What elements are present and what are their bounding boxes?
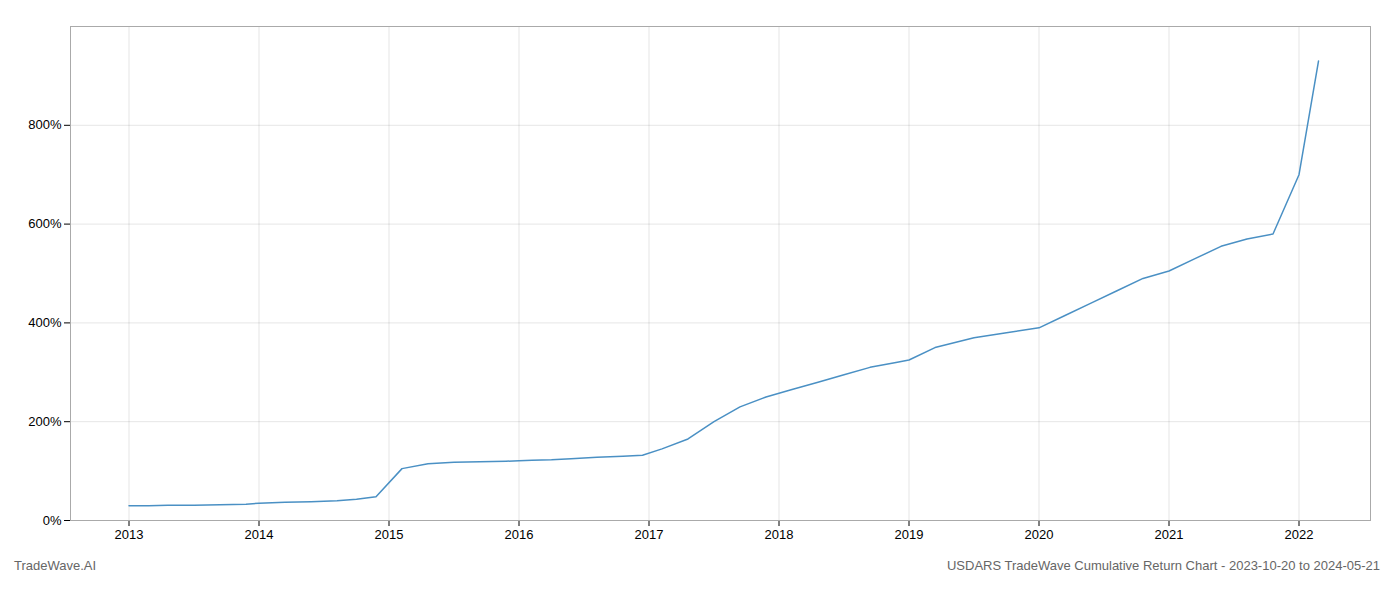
svg-text:2019: 2019 (895, 527, 924, 542)
html-text:USDARS TradeWave Cumulative Re: USDARS TradeWave Cumulative Return Chart… (946, 558, 1380, 573)
svg-text:0%: 0% (43, 513, 62, 528)
svg-text:2017: 2017 (635, 527, 664, 542)
svg-text:200%: 200% (28, 414, 62, 429)
svg-text:2020: 2020 (1025, 527, 1054, 542)
svg-text:2018: 2018 (765, 527, 794, 542)
svg-text:600%: 600% (28, 216, 62, 231)
svg-text:2022: 2022 (1285, 527, 1314, 542)
svg-text:800%: 800% (28, 117, 62, 132)
svg-text:2015: 2015 (375, 527, 404, 542)
svg-text:2016: 2016 (505, 527, 534, 542)
svg-text:400%: 400% (28, 315, 62, 330)
svg-text:2013: 2013 (115, 527, 144, 542)
html-text:TradeWave.AI: TradeWave.AI (14, 558, 97, 573)
svg-text:2021: 2021 (1155, 527, 1184, 542)
svg-text:2014: 2014 (245, 527, 274, 542)
